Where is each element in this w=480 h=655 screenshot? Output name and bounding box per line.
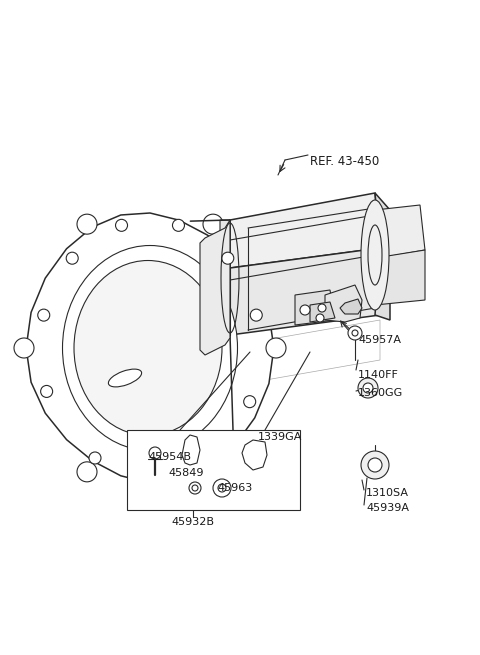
Text: 45957A: 45957A bbox=[358, 335, 401, 345]
Text: 1360GG: 1360GG bbox=[358, 388, 403, 398]
Polygon shape bbox=[375, 250, 425, 305]
Polygon shape bbox=[340, 299, 362, 314]
Circle shape bbox=[77, 214, 97, 234]
Polygon shape bbox=[182, 435, 200, 465]
Circle shape bbox=[368, 458, 382, 472]
Text: REF. 43-450: REF. 43-450 bbox=[310, 155, 379, 168]
Text: 45954B: 45954B bbox=[148, 452, 191, 462]
Ellipse shape bbox=[108, 369, 142, 387]
Circle shape bbox=[363, 383, 373, 393]
Ellipse shape bbox=[361, 200, 389, 310]
Circle shape bbox=[213, 479, 231, 497]
Polygon shape bbox=[230, 193, 380, 268]
Text: 45963: 45963 bbox=[217, 483, 252, 493]
Polygon shape bbox=[310, 302, 335, 322]
Circle shape bbox=[77, 462, 97, 482]
Text: 45849: 45849 bbox=[168, 468, 204, 478]
Polygon shape bbox=[200, 220, 230, 355]
Circle shape bbox=[116, 219, 128, 231]
Text: 45932B: 45932B bbox=[171, 517, 215, 527]
Circle shape bbox=[38, 309, 50, 321]
Text: 45939A: 45939A bbox=[366, 503, 409, 513]
Polygon shape bbox=[220, 220, 230, 340]
Ellipse shape bbox=[62, 246, 238, 451]
Polygon shape bbox=[230, 248, 380, 335]
Polygon shape bbox=[26, 213, 274, 483]
Circle shape bbox=[318, 304, 326, 312]
Text: 1310SA: 1310SA bbox=[366, 488, 409, 498]
Circle shape bbox=[300, 305, 310, 315]
Circle shape bbox=[316, 314, 324, 322]
Circle shape bbox=[266, 338, 286, 358]
Ellipse shape bbox=[74, 261, 222, 436]
Circle shape bbox=[154, 468, 166, 481]
Circle shape bbox=[250, 309, 262, 321]
Circle shape bbox=[66, 252, 78, 264]
Circle shape bbox=[358, 378, 378, 398]
Circle shape bbox=[203, 462, 223, 482]
Circle shape bbox=[41, 385, 53, 398]
Polygon shape bbox=[127, 430, 300, 510]
Polygon shape bbox=[295, 290, 335, 325]
Circle shape bbox=[149, 447, 161, 459]
Circle shape bbox=[207, 446, 219, 458]
Polygon shape bbox=[242, 440, 267, 470]
Polygon shape bbox=[325, 285, 362, 322]
Circle shape bbox=[348, 326, 362, 340]
Text: 1140FF: 1140FF bbox=[358, 370, 399, 380]
Circle shape bbox=[244, 396, 256, 407]
Circle shape bbox=[14, 338, 34, 358]
Text: 1339GA: 1339GA bbox=[258, 432, 302, 442]
Circle shape bbox=[189, 482, 201, 494]
Polygon shape bbox=[375, 205, 425, 258]
Circle shape bbox=[222, 252, 234, 264]
Circle shape bbox=[361, 451, 389, 479]
Polygon shape bbox=[375, 193, 390, 320]
Circle shape bbox=[89, 452, 101, 464]
Circle shape bbox=[203, 214, 223, 234]
Circle shape bbox=[172, 219, 184, 231]
